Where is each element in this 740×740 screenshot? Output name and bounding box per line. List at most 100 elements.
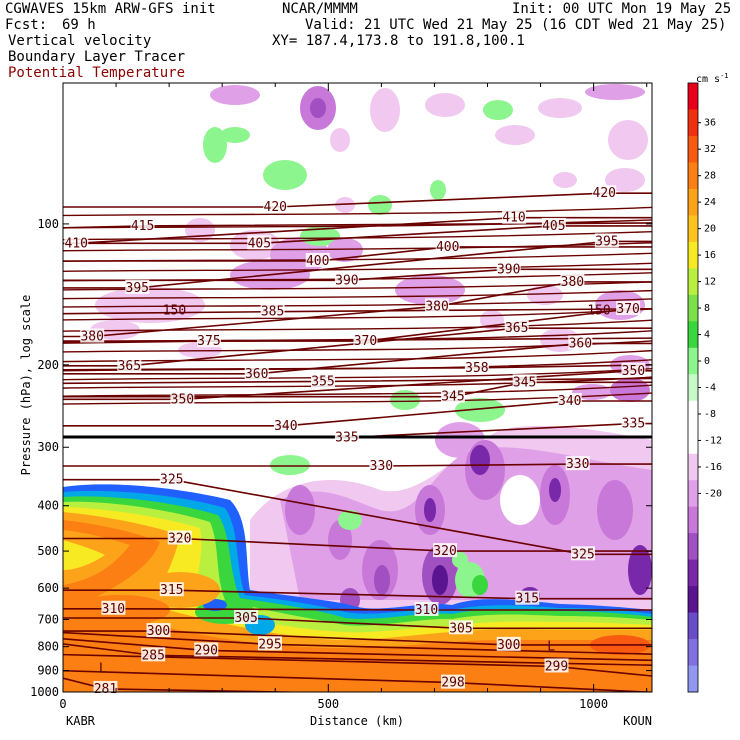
theta-contour-label: 370 [354, 334, 377, 349]
theta-label-bg [557, 393, 582, 408]
colorbar-segment [688, 453, 698, 481]
theta-label-bg [433, 543, 458, 558]
colorbar-segment [688, 427, 698, 455]
colorbar-segment [688, 321, 698, 349]
theta-contour-line [63, 230, 652, 241]
colorbar-segment [688, 586, 698, 614]
theta-label-bg [260, 303, 285, 318]
theta-label-bg [125, 279, 150, 294]
colorbar-tick-label: 36 [704, 118, 716, 129]
theta-contour-label: 315 [160, 583, 183, 598]
y-tick-label: 200 [37, 358, 59, 372]
xy-coordinates: XY= 187.4,173.8 to 191.8,100.1 [272, 33, 525, 49]
contour-marker: L [99, 661, 107, 676]
theta-contour-line [63, 376, 652, 389]
theta-contour-line [63, 340, 652, 353]
colorbar-segment [688, 639, 698, 667]
theta-label-bg [621, 415, 646, 430]
theta-label-bg [512, 374, 537, 389]
colorbar-tick-label: -20 [704, 488, 722, 499]
theta-contour-label: 405 [542, 219, 565, 234]
y-tick-label: 700 [37, 612, 59, 626]
theta-label-bg [334, 429, 359, 444]
colorbar-tick-label: 28 [704, 171, 716, 182]
x-tick-label: 500 [317, 697, 339, 711]
theta-label-bg [592, 185, 617, 200]
right-station-label: KOUN [623, 714, 652, 728]
theta-label-bg [311, 373, 336, 388]
y-tick-label: 400 [37, 499, 59, 513]
y-axis-title: Pressure (hPa), log scale [19, 295, 33, 476]
theta-contour-line [63, 225, 652, 245]
y-tick-label: 100 [37, 217, 59, 231]
theta-label-bg [159, 471, 184, 486]
theta-label-bg [194, 642, 219, 657]
theta-contour-line [63, 359, 652, 372]
theta-contour-label: 370 [616, 302, 639, 317]
theta-contour-label: 400 [306, 254, 329, 269]
theta-label-bg [544, 658, 569, 673]
theta-label-bg [448, 620, 473, 635]
theta-contour-line [63, 298, 652, 308]
contour-marker: L [547, 640, 555, 655]
theta-contour-label: 360 [569, 336, 592, 351]
theta-contour-line [63, 192, 652, 208]
theta-contour-label: 415 [131, 219, 154, 234]
org-label: NCAR/MMMM [282, 1, 358, 17]
colorbar-tick-label: 20 [704, 224, 716, 235]
theta-contour-line [63, 463, 652, 467]
theta-contour-line [63, 240, 652, 289]
theta-contour-label: 330 [370, 459, 393, 474]
theta-contour-line [63, 281, 652, 291]
theta-contour-label: 385 [261, 305, 284, 320]
theta-label-bg [496, 636, 521, 651]
colorbar: 36 32 28 24 20 16 12 8 4 0 -4 -8 -12 -16 -20 [687, 82, 722, 693]
theta-contour-label: 320 [433, 544, 456, 559]
valid-time: Valid: 21 UTC Wed 21 May 25 (16 CDT Wed … [305, 17, 727, 33]
theta-contour-label: 405 [248, 236, 271, 251]
theta-contour-line [63, 272, 652, 282]
theta-contour-label: 325 [571, 547, 594, 562]
fcst-label: Fcst: [5, 17, 48, 33]
theta-contour-label: 325 [160, 473, 183, 488]
init-time: Init: 00 UTC Mon 19 May 25 [512, 1, 732, 17]
theta-contour-label: 335 [622, 417, 645, 432]
theta-label-bg [334, 272, 359, 287]
theta-label-bg [496, 261, 521, 276]
theta-label-bg [130, 217, 155, 232]
theta-label-bg [414, 601, 439, 616]
y-tick-label: 900 [37, 664, 59, 678]
theta-contour-label: 410 [65, 236, 88, 251]
contour-marker: 150 [587, 303, 610, 318]
colorbar-tick-label: -8 [704, 409, 716, 420]
colorbar-segment [688, 400, 698, 428]
left-station-label: KABR [66, 714, 96, 728]
theta-contour-label: 345 [513, 375, 536, 390]
theta-contour-label: 350 [171, 392, 194, 407]
theta-contour-label: 285 [141, 648, 164, 663]
colorbar-tick-label: 8 [704, 303, 710, 314]
theta-contour-label: 300 [147, 624, 170, 639]
colorbar-tick-label: 12 [704, 277, 716, 288]
theta-label-bg [80, 328, 105, 343]
theta-contour-label: 380 [561, 275, 584, 290]
theta-contour-label: 400 [436, 240, 459, 255]
colorbar-tick-label: 4 [704, 330, 710, 341]
theta-contour-labels: 420 420 415 410 410 405 405 400 400 395 395 390 390 3… [64, 185, 646, 697]
field-potential-temperature: Potential Temperature [8, 65, 186, 81]
theta-label-bg [159, 582, 184, 597]
theta-label-bg [369, 458, 394, 473]
colorbar-segment [688, 347, 698, 375]
colorbar-segment [688, 612, 698, 640]
field-boundary-layer-tracer: Boundary Layer Tracer [8, 49, 186, 65]
theta-label-bg [565, 456, 590, 471]
theta-contour-line [63, 589, 652, 600]
theta-label-bg [560, 273, 585, 288]
colorbar-segment [688, 268, 698, 296]
x-axis: 0 500 1000 [59, 83, 648, 711]
colorbar-segment [688, 665, 698, 693]
theta-label-bg [441, 674, 466, 689]
theta-contour-line [63, 289, 652, 300]
theta-contour-line [63, 319, 652, 332]
theta-label-bg [273, 417, 298, 432]
